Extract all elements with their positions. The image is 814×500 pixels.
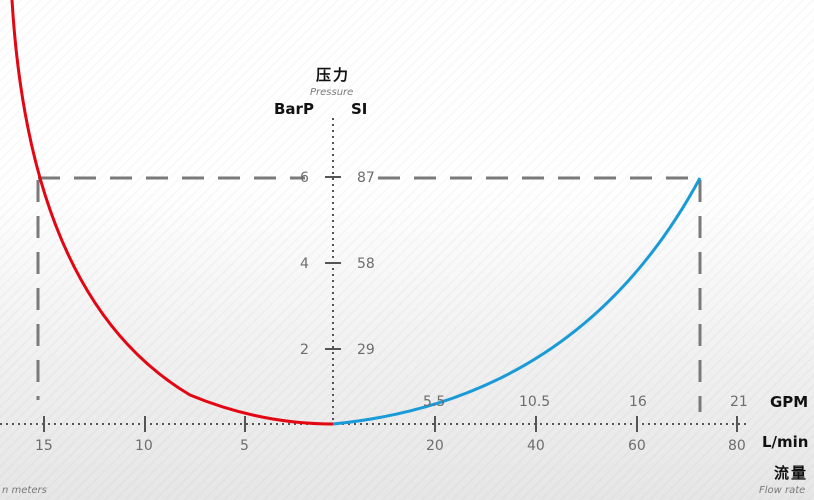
psi-tick-label-58: 58	[357, 256, 375, 272]
bar-unit-label: BarP	[274, 100, 314, 118]
lmin-unit-label: L/min	[762, 433, 809, 451]
length-tick-label-5: 5	[240, 438, 249, 454]
pressure-ticks	[325, 176, 341, 350]
pressure-title-en: Pressure	[310, 87, 353, 98]
lmin-tick-label-80: 80	[728, 438, 746, 454]
gpm-tick-label-10-5: 10.5	[519, 394, 550, 410]
length-title-en: n meters	[2, 485, 47, 496]
psi-tick-label-29: 29	[357, 342, 375, 358]
guide-lines	[36, 176, 702, 412]
length-pressure-curve	[10, 0, 334, 426]
psi-tick-label-87: 87	[357, 170, 375, 186]
gpm-tick-label-5-5: 5.5	[423, 394, 445, 410]
psi-unit-label: SI	[351, 100, 367, 118]
gpm-unit-label: GPM	[770, 393, 808, 411]
lmin-tick-label-40: 40	[527, 438, 545, 454]
lmin-tick-label-60: 60	[628, 438, 646, 454]
flow-title-en: Flow rate	[759, 485, 805, 496]
bar-tick-label-6: 6	[300, 170, 309, 186]
flow-pressure-curve	[332, 177, 702, 426]
length-tick-label-15: 15	[35, 438, 53, 454]
lmin-tick-label-20: 20	[426, 438, 444, 454]
bar-tick-label-2: 2	[300, 342, 309, 358]
gpm-tick-label-16: 16	[629, 394, 647, 410]
pressure-title-cn: 压力	[316, 66, 350, 84]
flow-ticks	[43, 416, 738, 432]
length-tick-label-10: 10	[135, 438, 153, 454]
flow-title-cn: 流量	[774, 464, 808, 482]
bar-tick-label-4: 4	[300, 256, 309, 272]
gpm-tick-label-21: 21	[730, 394, 748, 410]
